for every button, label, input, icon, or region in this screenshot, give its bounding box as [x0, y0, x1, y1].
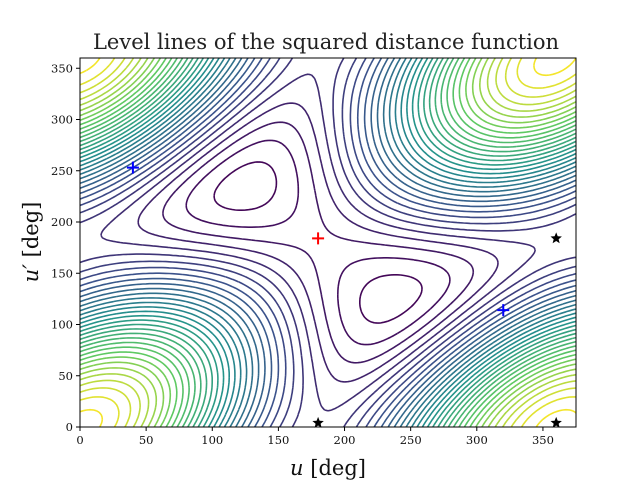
contour-level-12: [80, 58, 576, 427]
star-marker-2: [550, 416, 562, 428]
contour-level-8: [80, 58, 576, 427]
contour-level-26: [80, 58, 576, 427]
x-tick-label: 150: [267, 433, 289, 447]
contour-level-33: [185, 139, 451, 346]
x-tick-label: 300: [466, 433, 488, 447]
markers: [126, 161, 562, 428]
y-axis-label: u′ [deg]: [19, 202, 43, 283]
contour-level-15: [80, 58, 576, 427]
x-axis-unit: [deg]: [304, 456, 366, 480]
y-axis-unit: [deg]: [19, 202, 43, 264]
y-tick-label: 150: [51, 266, 73, 280]
blue-plus-marker-1: [126, 161, 139, 174]
plot-frame: [79, 57, 577, 428]
contour-level-7: [80, 58, 576, 427]
contour-level-18: [80, 58, 576, 427]
contour-level-28: [80, 58, 576, 427]
contour-level-9: [80, 58, 576, 427]
blue-plus-marker-2: [497, 304, 510, 317]
contour-level-30: [100, 73, 536, 412]
x-tick-label: 250: [400, 433, 422, 447]
contour-level-32: [162, 121, 475, 364]
y-tick-label: 50: [58, 369, 73, 383]
contour-level-11: [80, 58, 576, 427]
contour-level-19: [80, 58, 576, 427]
y-tick-label: 200: [51, 215, 73, 229]
x-tick-label: 50: [139, 433, 154, 447]
contour-level-24: [80, 58, 576, 427]
contour-level-6: [80, 58, 576, 427]
star-marker-3: [312, 416, 324, 428]
contour-level-16: [80, 58, 576, 427]
star-marker-1: [550, 232, 562, 244]
y-tick-label: 300: [51, 113, 73, 127]
x-tick-label: 350: [532, 433, 554, 447]
x-tick-label: 100: [201, 433, 223, 447]
contour-level-5: [80, 58, 576, 427]
x-tick-label: 0: [76, 433, 83, 447]
contour-level-13: [80, 58, 576, 427]
contour-level-22: [80, 58, 576, 427]
x-tick-label: 200: [334, 433, 356, 447]
y-tick-label: 100: [51, 318, 73, 332]
contour-level-3: [80, 58, 576, 427]
x-axis-label: u [deg]: [290, 456, 366, 480]
x-axis-variable: u: [290, 456, 304, 480]
contour-level-29: [80, 58, 576, 427]
contour-lines: [80, 58, 576, 427]
contour-level-34: [213, 161, 423, 324]
contour-level-2: [80, 58, 576, 427]
chart-title: Level lines of the squared distance func…: [93, 30, 559, 54]
contour-level-14: [80, 58, 576, 427]
red-plus-marker: [312, 232, 325, 245]
contour-level-4: [80, 58, 576, 427]
x-axis-ticks: 0 50 100 150 200 250 300 350: [76, 427, 554, 447]
contour-level-27: [80, 58, 576, 427]
y-tick-label: 350: [51, 61, 73, 75]
y-tick-label: 250: [51, 164, 73, 178]
y-axis-variable: u′: [19, 264, 43, 283]
y-axis-ticks: 0 50 100 150 200 250 300 350: [51, 61, 80, 434]
y-tick-label: 0: [66, 420, 73, 434]
contour-level-31: [137, 102, 499, 383]
contour-level-21: [80, 58, 576, 427]
contour-level-20: [80, 58, 576, 427]
contour-level-1: [80, 58, 576, 427]
